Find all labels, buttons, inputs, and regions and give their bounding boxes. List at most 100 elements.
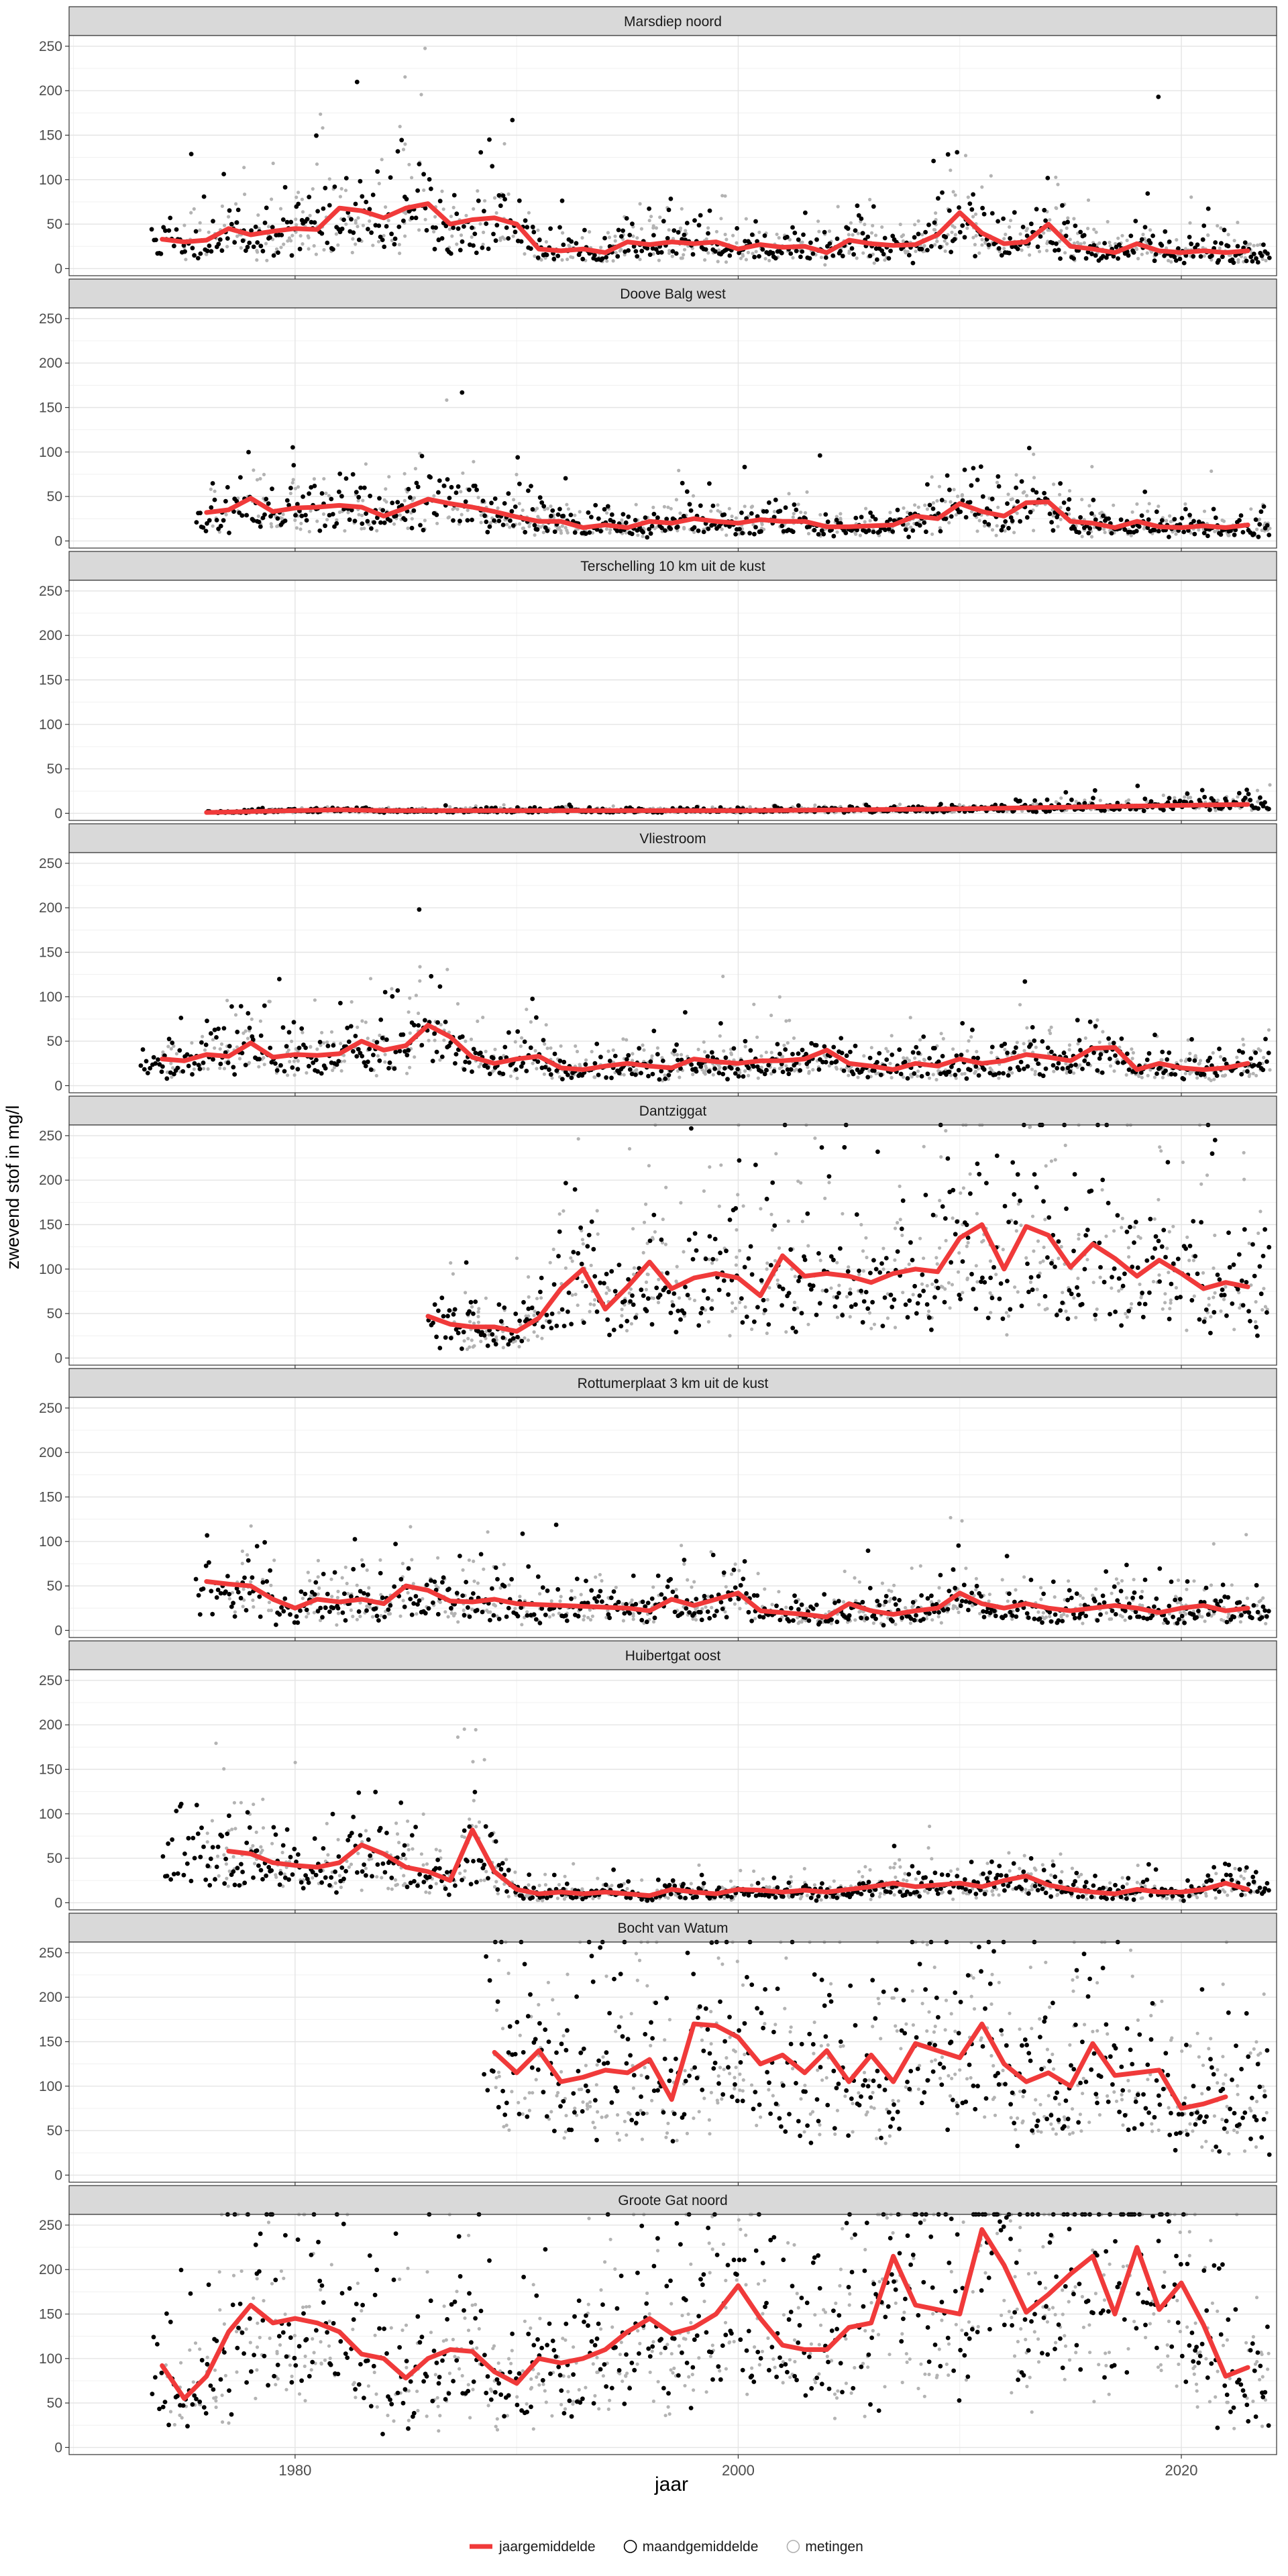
y-tick-label: 200 [39,356,62,371]
maandgemiddelde-point [923,229,928,235]
maandgemiddelde-point [386,1066,391,1071]
metingen-point [382,233,386,237]
maandgemiddelde-point [1001,1071,1006,1076]
maandgemiddelde-point [958,509,963,515]
metingen-point [748,805,752,809]
metingen-point [292,1073,297,1077]
maandgemiddelde-point [741,1074,746,1079]
maandgemiddelde-point [716,1071,722,1075]
maandgemiddelde-point [912,1071,917,1076]
metingen-point [256,514,260,519]
metingen-point [811,1068,815,1072]
maandgemiddelde-point [201,194,207,199]
metingen-point [718,1034,722,1038]
metingen-point [1188,221,1192,225]
maandgemiddelde-point [470,225,474,230]
maandgemiddelde-point [742,464,747,470]
maandgemiddelde-point [458,248,463,253]
maandgemiddelde-point [492,518,496,523]
maandgemiddelde-point [1148,240,1153,246]
metingen-point [354,242,358,246]
maandgemiddelde-point [1019,479,1024,484]
metingen-point [1264,258,1268,263]
maandgemiddelde-point [1173,258,1179,263]
y-tick-label: 100 [39,172,62,188]
maandgemiddelde-point [262,1003,267,1008]
metingen-point [1248,242,1252,246]
metingen-point [1213,529,1217,534]
maandgemiddelde-point [1192,1058,1197,1063]
metingen-point [1112,1069,1116,1073]
maandgemiddelde-point [1051,528,1056,533]
maandgemiddelde-point [374,1040,380,1045]
metingen-point [419,93,423,97]
maandgemiddelde-point [337,471,343,476]
maandgemiddelde-point [194,520,199,525]
maandgemiddelde-point [341,217,346,222]
metingen-point [410,517,414,521]
maandgemiddelde-point [1176,246,1181,251]
maandgemiddelde-point [314,133,319,138]
maandgemiddelde-point [1181,260,1187,266]
maandgemiddelde-point [358,178,363,184]
metingen-point [339,1042,343,1046]
maandgemiddelde-point [859,216,864,221]
maandgemiddelde-point [506,236,511,241]
maandgemiddelde-point [759,529,763,534]
maandgemiddelde-point [404,197,409,202]
metingen-point [1135,502,1139,506]
metingen-point [1014,473,1018,477]
maandgemiddelde-point [323,185,328,191]
maandgemiddelde-point [349,508,354,513]
maandgemiddelde-point [160,1064,165,1069]
metingen-point [281,513,285,517]
metingen-point [211,1038,215,1042]
maandgemiddelde-point [881,252,886,257]
maandgemiddelde-point [1187,235,1192,239]
metingen-point [898,1218,902,1222]
maandgemiddelde-point [291,1020,297,1025]
metingen-point [1169,260,1173,264]
metingen-point [723,232,727,237]
maandgemiddelde-point [419,453,425,459]
metingen-point [549,1046,553,1050]
maandgemiddelde-point [253,224,258,229]
maandgemiddelde-point [234,220,239,225]
maandgemiddelde-point [1040,1039,1045,1044]
maandgemiddelde-point [706,526,711,531]
maandgemiddelde-point [384,224,389,229]
metingen-point [565,502,569,506]
maandgemiddelde-point [841,1068,847,1073]
maandgemiddelde-point [209,249,214,254]
metingen-point [1161,793,1165,798]
maandgemiddelde-point [753,525,758,530]
metingen-point [293,486,297,490]
metingen-point [271,161,275,166]
maandgemiddelde-point [1014,485,1018,490]
metingen-point [977,251,981,255]
metingen-point [1256,243,1260,248]
maandgemiddelde-point [839,1051,845,1055]
metingen-point [1218,246,1222,250]
metingen-point [1083,1036,1087,1040]
metingen-point [734,516,738,520]
metingen-point [676,1053,680,1057]
metingen-point [1052,482,1056,486]
metingen-point [566,258,570,262]
maandgemiddelde-point [641,530,645,535]
maandgemiddelde-point [663,1076,668,1081]
metingen-point [777,995,782,999]
metingen-point [934,1077,938,1082]
metingen-point [930,475,934,479]
metingen-point [906,250,910,254]
maandgemiddelde-point [1077,530,1081,535]
maandgemiddelde-point [947,208,952,213]
maandgemiddelde-point [494,223,500,228]
metingen-point [502,142,506,146]
maandgemiddelde-point [257,1057,262,1062]
metingen-point [255,478,260,482]
metingen-point [914,250,918,254]
maandgemiddelde-point [377,496,382,501]
maandgemiddelde-point [304,518,309,523]
maandgemiddelde-point [626,248,631,253]
